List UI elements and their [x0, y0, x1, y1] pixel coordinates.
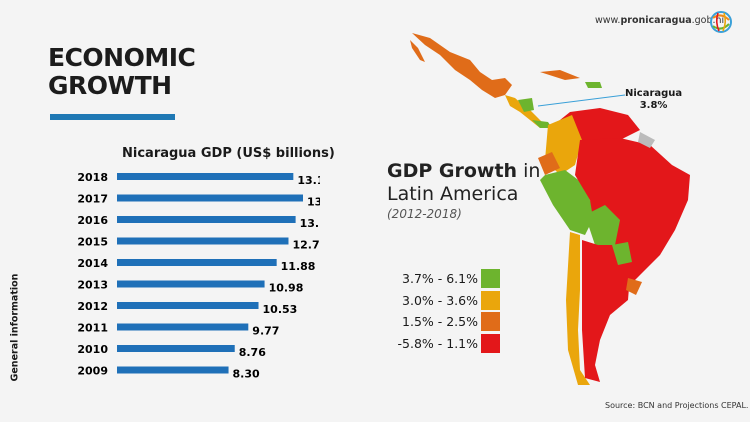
value-label: 13.29: [300, 217, 320, 230]
value-label: 8.76: [239, 346, 266, 359]
bar: [117, 323, 249, 331]
title-line-2: GROWTH: [48, 71, 172, 100]
map-title-bold: GDP Growth: [387, 160, 518, 182]
value-label: 8.30: [233, 368, 260, 381]
bar: [117, 259, 277, 266]
category-label: 2010: [77, 343, 108, 356]
latin-america-map: [410, 33, 690, 385]
side-label: General information: [9, 273, 21, 382]
nicaragua-callout: Nicaragua 3.8%: [625, 88, 682, 112]
country-cuba: [540, 70, 580, 80]
category-label: 2016: [77, 214, 108, 227]
url-bold: pronicaragua: [620, 15, 692, 26]
country-guyanas: [638, 132, 655, 148]
title-underline: [50, 114, 175, 120]
page-title: ECONOMIC GROWTH: [48, 43, 196, 100]
value-label: 9.77: [252, 325, 279, 338]
map-title: GDP Growth in Latin America: [387, 160, 540, 206]
value-label: 10.53: [263, 303, 298, 316]
category-label: 2011: [77, 322, 108, 335]
country-ecuador: [538, 152, 560, 175]
bar: [117, 366, 229, 374]
bar: [117, 345, 235, 352]
value-label: 10.98: [269, 282, 304, 295]
country-peru: [540, 170, 595, 235]
callout-value: 3.8%: [639, 100, 668, 111]
country-chile: [566, 232, 590, 385]
value-label: 13.84: [307, 196, 320, 209]
website-url[interactable]: www.pronicaragua.gob.ni: [595, 15, 724, 26]
country-hispaniola: [585, 82, 602, 88]
bar: [117, 216, 296, 223]
bar: [117, 173, 294, 180]
value-label: 11.88: [281, 260, 316, 273]
country-baja: [410, 40, 425, 62]
gdp-bar-chart: 2018 13.12 2017 13.84 2016 13.29 2015 12.76 2014…: [77, 171, 320, 381]
bar: [117, 302, 259, 309]
callout-name: Nicaragua: [625, 88, 683, 99]
country-panama: [532, 120, 552, 128]
country-mexico: [412, 33, 512, 98]
url-suffix: .gob.ni: [691, 15, 725, 26]
value-label: 12.76: [292, 239, 320, 252]
category-label: 2018: [77, 171, 108, 184]
legend-swatch: [481, 290, 500, 310]
globe-logo-icon: [710, 11, 732, 33]
map-title-rest: in: [517, 160, 541, 182]
legend-swatch: [481, 312, 500, 331]
legend-label: -5.8% - 1.1%: [397, 335, 478, 351]
source-note: Source: BCN and Projections CEPAL.: [605, 401, 749, 410]
title-line-1: ECONOMIC: [48, 43, 196, 72]
country-uruguay: [626, 278, 642, 295]
callout-line: [537, 94, 626, 107]
country-argentina: [582, 240, 630, 382]
category-label: 2013: [77, 279, 108, 292]
chart-title: Nicaragua GDP (US$ billions): [122, 146, 335, 161]
country-bolivia: [585, 205, 620, 245]
value-label: 13.12: [297, 174, 320, 187]
legend-label: 3.7% - 6.1%: [402, 271, 478, 286]
category-label: 2012: [77, 300, 108, 313]
category-label: 2017: [77, 193, 108, 206]
country-paraguay: [612, 242, 632, 265]
category-label: 2014: [77, 257, 108, 270]
bar: [117, 237, 289, 245]
category-label: 2009: [77, 365, 108, 378]
legend-swatch: [481, 269, 500, 288]
legend-swatch: [481, 333, 500, 353]
map-years: (2012-2018): [387, 207, 462, 221]
url-prefix: www.: [595, 15, 621, 26]
bar: [117, 194, 303, 202]
map-title-line2: Latin America: [387, 183, 519, 205]
legend-label: 3.0% - 3.6%: [402, 292, 478, 308]
category-label: 2015: [77, 236, 108, 249]
legend-label: 1.5% - 2.5%: [402, 314, 478, 329]
bar: [117, 280, 265, 288]
country-nicaragua: [518, 98, 534, 112]
